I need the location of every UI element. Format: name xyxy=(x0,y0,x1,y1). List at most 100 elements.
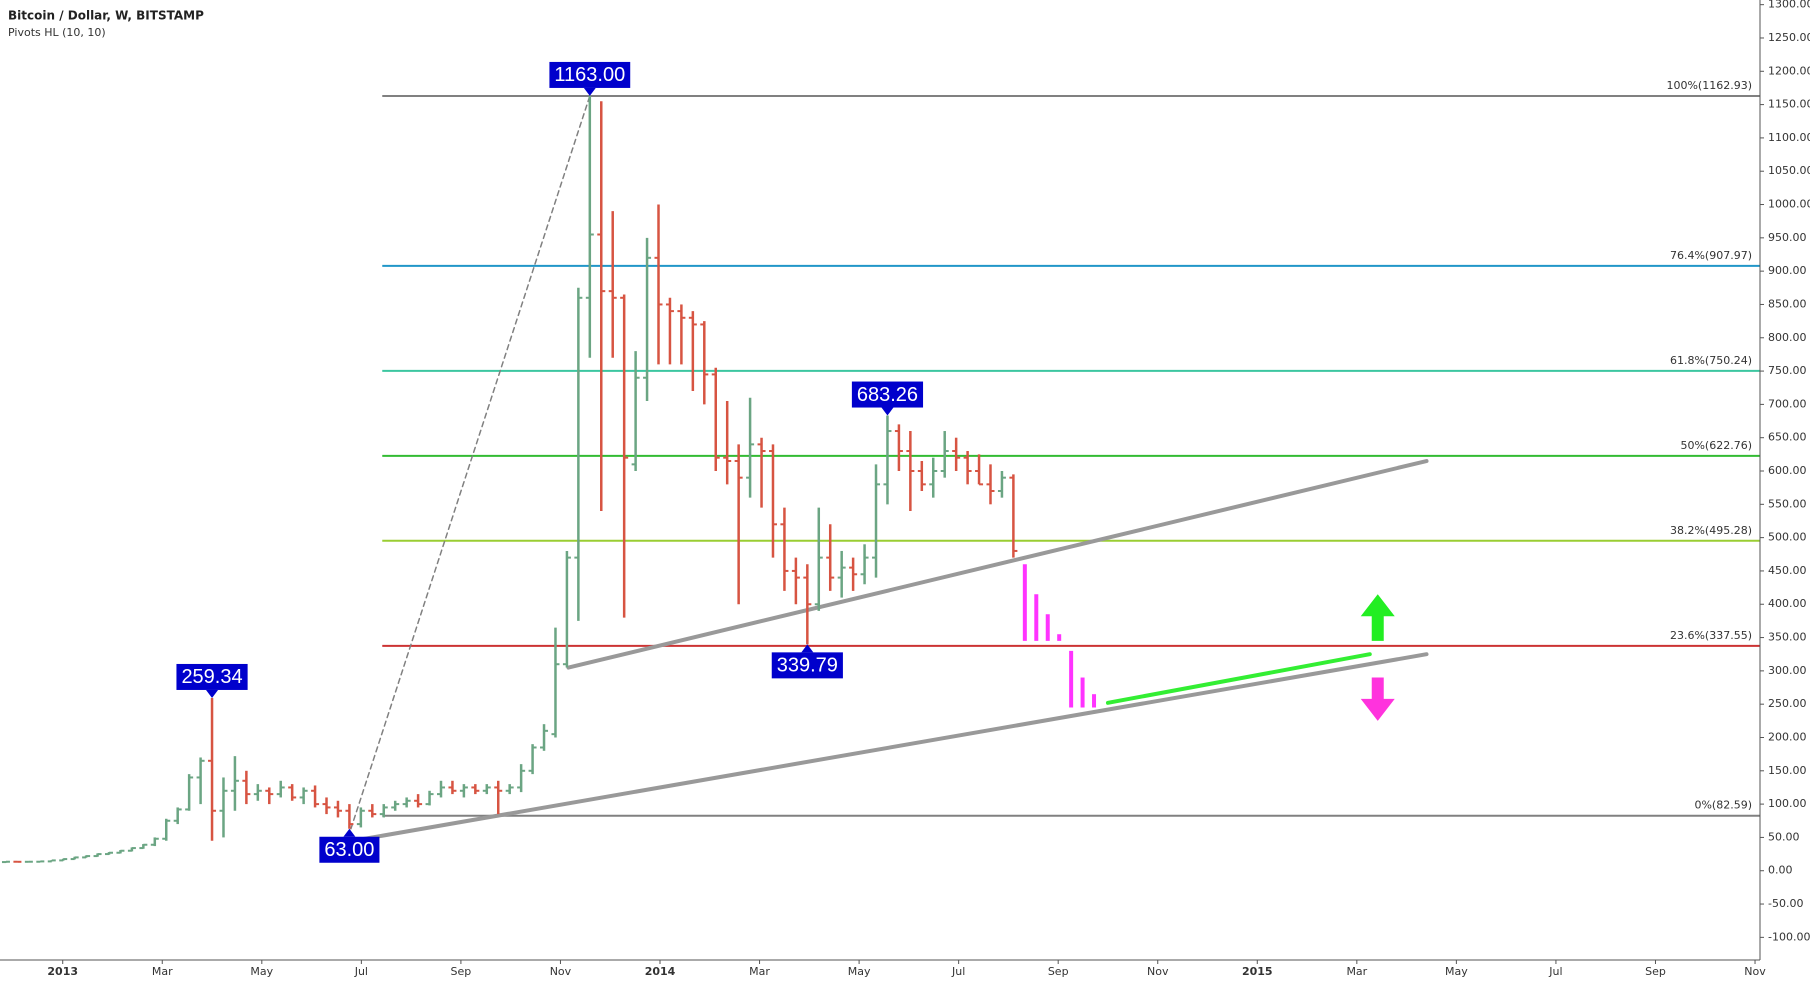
ohlc-bar xyxy=(70,856,79,861)
y-tick-label: 650.00 xyxy=(1768,431,1807,444)
pivot-text: 63.00 xyxy=(324,839,374,861)
ohlc-bar xyxy=(276,780,285,798)
y-tick-label: 150.00 xyxy=(1768,764,1807,777)
pivot-label: 339.79 xyxy=(771,644,843,679)
ohlc-bar xyxy=(150,837,159,847)
y-tick-label: 50.00 xyxy=(1768,830,1800,843)
ohlc-bar xyxy=(963,451,972,485)
ohlc-bar xyxy=(127,847,136,852)
y-tick-label: 200.00 xyxy=(1768,730,1807,743)
ohlc-bar xyxy=(47,859,56,863)
y-tick-label: 800.00 xyxy=(1768,331,1807,344)
ohlc-bar xyxy=(333,800,342,818)
ohlc-bar xyxy=(105,851,114,856)
ohlc-bar xyxy=(414,794,423,808)
ohlc-bar xyxy=(688,311,697,392)
y-tick-label: 0.00 xyxy=(1768,864,1793,877)
ohlc-bar xyxy=(459,784,468,798)
pivot-box xyxy=(549,61,631,88)
x-tick-label: Nov xyxy=(550,965,572,978)
x-tick-label: May xyxy=(250,965,273,978)
ohlc-bar xyxy=(368,804,377,818)
pivot-text: 339.79 xyxy=(777,655,838,677)
y-tick-label: 700.00 xyxy=(1768,397,1807,410)
ohlc-bar xyxy=(849,557,858,591)
ohlc-bar xyxy=(288,784,297,801)
y-tick-label: -100.00 xyxy=(1768,930,1810,943)
x-tick-label: Mar xyxy=(1346,965,1367,978)
y-tick-label: 600.00 xyxy=(1768,464,1807,477)
x-tick-label: Jul xyxy=(951,965,965,978)
ohlc-bar xyxy=(391,800,400,811)
ohlc-bar xyxy=(299,787,308,805)
ohlc-bar xyxy=(379,804,388,818)
ohlc-bar xyxy=(677,304,686,365)
pivot-label: 683.26 xyxy=(851,381,924,416)
ohlc-bar xyxy=(631,351,640,472)
plot-area: 100%(1162.93) 76.4%(907.97) 61.8%(750.24) 5… xyxy=(1,79,1760,864)
y-tick-label: 1300.00 xyxy=(1768,0,1810,11)
pivot-pointer xyxy=(206,689,219,698)
ohlc-bar xyxy=(528,744,537,775)
x-tick-label: Sep xyxy=(1645,965,1666,978)
fib-label: 76.4%(907.97) xyxy=(1670,249,1752,262)
ohlc-bar xyxy=(196,757,205,805)
y-tick-label: 300.00 xyxy=(1768,664,1807,677)
ohlc-bar xyxy=(322,797,331,815)
ohlc-bar xyxy=(265,787,274,805)
ohlc-bar xyxy=(540,724,549,751)
pivot-label: 1163.00 xyxy=(549,61,631,96)
ohlc-bar xyxy=(860,544,869,585)
ohlc-bar xyxy=(402,797,411,808)
ohlc-bar xyxy=(356,807,365,828)
ohlc-bar xyxy=(116,849,125,854)
ohlc-bar xyxy=(173,807,182,825)
pivot-pointer xyxy=(583,87,596,96)
ohlc-bar xyxy=(780,507,789,591)
ohlc-bar xyxy=(1,860,10,864)
y-tick-label: 900.00 xyxy=(1768,264,1807,277)
ohlc-bar xyxy=(814,507,823,611)
pivot-box xyxy=(319,836,380,863)
ohlc-bar xyxy=(82,855,91,859)
fib-label: 50%(622.76) xyxy=(1680,439,1752,452)
x-tick-label: Jul xyxy=(1548,965,1562,978)
ohlc-bar xyxy=(585,95,594,358)
ohlc-bar xyxy=(482,784,491,795)
ohlc-bar xyxy=(906,431,915,511)
pivot-pointer xyxy=(801,644,814,653)
y-tick-label: 500.00 xyxy=(1768,531,1807,544)
trend-line xyxy=(566,459,1429,670)
x-tick-label: May xyxy=(848,965,871,978)
pivot-box xyxy=(771,652,843,679)
y-tick-label: 450.00 xyxy=(1768,564,1807,577)
ohlc-bar xyxy=(219,777,228,838)
ohlc-bar xyxy=(436,780,445,798)
ohlc-bar xyxy=(723,401,732,485)
ohlc-bar xyxy=(872,464,881,578)
ohlc-bar xyxy=(242,770,251,805)
x-tick-label: Sep xyxy=(451,965,472,978)
ohlc-bar xyxy=(757,437,766,508)
x-tick-label: Nov xyxy=(1744,965,1766,978)
ohlc-bar xyxy=(162,818,171,841)
x-tick-label: May xyxy=(1445,965,1468,978)
y-tick-label: 950.00 xyxy=(1768,231,1807,244)
y-tick-label: 1150.00 xyxy=(1768,98,1810,111)
ohlc-bar xyxy=(425,790,434,806)
arrow xyxy=(1360,677,1395,721)
ohlc-bar xyxy=(574,287,583,621)
y-tick-label: 1100.00 xyxy=(1768,131,1810,144)
ohlc-bar xyxy=(36,860,45,863)
x-tick-label: Jul xyxy=(354,965,368,978)
pivot-label: 259.34 xyxy=(176,663,248,698)
trend-line xyxy=(1105,652,1372,705)
ohlc-bar xyxy=(952,437,961,472)
ohlc-bar xyxy=(883,415,892,505)
pivot-box xyxy=(851,381,924,408)
ohlc-bar xyxy=(700,321,709,405)
pivot-label: 63.00 xyxy=(319,828,380,863)
ohlc-bar xyxy=(139,843,148,850)
arrow xyxy=(1360,594,1395,641)
y-tick-label: 250.00 xyxy=(1768,697,1807,710)
